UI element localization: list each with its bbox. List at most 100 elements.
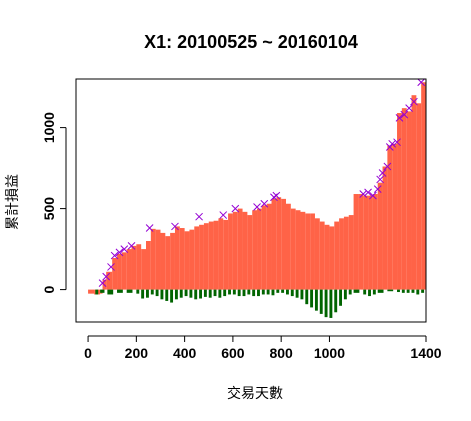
pnl-bar bbox=[117, 253, 122, 290]
pnl-bar bbox=[106, 271, 113, 290]
drawdown-bar bbox=[237, 289, 241, 297]
drawdown-bar bbox=[324, 289, 328, 318]
new-high-marker bbox=[417, 78, 426, 87]
new-high-marker bbox=[171, 222, 179, 231]
drawdown-bar bbox=[305, 289, 309, 305]
drawdown-bar bbox=[252, 289, 256, 297]
pnl-bar bbox=[276, 197, 282, 290]
drawdown-bar bbox=[160, 289, 164, 300]
pnl-bar bbox=[324, 224, 330, 290]
pnl-bar bbox=[358, 194, 364, 290]
pnl-bar bbox=[387, 145, 393, 290]
pnl-bar bbox=[343, 216, 349, 290]
drawdown-bar bbox=[146, 289, 149, 298]
pnl-bar bbox=[136, 244, 142, 290]
drawdown-bar bbox=[416, 289, 420, 295]
new-high-marker bbox=[145, 224, 154, 232]
x-axis: 0 200 400 600 800 1000 1400 bbox=[84, 335, 442, 361]
drawdown-bar bbox=[208, 289, 212, 298]
drawdown-bar bbox=[310, 289, 314, 308]
pnl-bar bbox=[203, 223, 209, 290]
plot-area bbox=[88, 78, 426, 318]
pnl-bar bbox=[189, 229, 195, 290]
drawdown-bar bbox=[271, 289, 275, 296]
new-high-marker bbox=[219, 211, 228, 219]
drawdown-bar bbox=[223, 289, 227, 297]
pnl-bar bbox=[382, 166, 388, 290]
x-tick-label: 400 bbox=[173, 345, 197, 361]
plot-frame bbox=[75, 78, 427, 323]
drawdown-bar bbox=[353, 289, 360, 293]
drawdown-bar bbox=[397, 289, 400, 293]
pnl-bar bbox=[242, 211, 248, 290]
pnl-bar bbox=[406, 111, 412, 290]
pnl-bar bbox=[368, 195, 373, 290]
drawdown-bar bbox=[339, 289, 342, 306]
pnl-bar bbox=[150, 228, 156, 290]
drawdown-bar bbox=[257, 289, 260, 297]
drawdown-bar bbox=[218, 289, 222, 298]
drawdown-bar bbox=[136, 289, 140, 294]
pnl-bar bbox=[314, 218, 320, 290]
drawdown-bar bbox=[334, 289, 338, 313]
pnl-bar bbox=[155, 229, 161, 290]
pnl-bar bbox=[348, 215, 354, 290]
drawdown-bar bbox=[117, 289, 123, 293]
new-high-marker bbox=[369, 191, 377, 200]
pnl-bar bbox=[141, 249, 146, 290]
new-high-marker bbox=[410, 97, 418, 106]
drawdown-bar bbox=[203, 289, 207, 297]
pnl-bar bbox=[184, 231, 190, 290]
pnl-bar bbox=[305, 213, 311, 290]
pnl-bar bbox=[416, 103, 422, 290]
pnl-bar bbox=[281, 198, 286, 290]
x-tick-label: 800 bbox=[269, 345, 293, 361]
pnl-bar bbox=[257, 208, 262, 290]
new-high-marker bbox=[195, 212, 203, 221]
x-tick-label: 200 bbox=[125, 345, 149, 361]
new-high-marker bbox=[400, 110, 409, 119]
drawdown-bar bbox=[126, 289, 133, 293]
drawdown-bar bbox=[165, 289, 169, 301]
y-tick-label: 0 bbox=[41, 285, 57, 293]
new-high-marker bbox=[272, 191, 281, 200]
drawdown-bar bbox=[174, 289, 178, 300]
new-high-marker bbox=[98, 279, 107, 287]
pnl-bar bbox=[228, 213, 233, 290]
x-tick-label: 0 bbox=[84, 345, 92, 361]
drawdown-bar bbox=[170, 289, 174, 303]
drawdown-bar bbox=[387, 289, 394, 292]
drawdown-bar bbox=[368, 289, 371, 297]
new-high-marker bbox=[127, 242, 136, 250]
x-axis-label: 交易天數 bbox=[227, 385, 283, 402]
drawdown-bar bbox=[281, 289, 285, 293]
new-high-marker bbox=[405, 104, 413, 113]
pnl-bar bbox=[88, 289, 95, 294]
pnl-bar bbox=[165, 236, 171, 290]
drawdown-bar bbox=[276, 289, 280, 293]
pnl-bar bbox=[377, 182, 383, 290]
drawdown-bar bbox=[247, 289, 251, 295]
pnl-bar bbox=[237, 208, 243, 290]
new-high-marker bbox=[378, 169, 387, 177]
pnl-bar bbox=[411, 95, 417, 290]
pnl-bar bbox=[179, 228, 185, 290]
pnl-bar bbox=[126, 249, 132, 290]
pnl-bar bbox=[295, 210, 301, 290]
pnl-bar bbox=[146, 241, 151, 290]
pnl-bar bbox=[401, 108, 407, 290]
pnl-bar bbox=[329, 226, 335, 290]
pnl-bar bbox=[310, 213, 315, 290]
drawdown-bar bbox=[155, 289, 159, 297]
y-tick-label: 500 bbox=[41, 197, 57, 221]
pnl-bar bbox=[334, 221, 340, 290]
drawdown-bar bbox=[290, 289, 294, 297]
pnl-bar bbox=[392, 143, 398, 290]
drawdown-bar bbox=[266, 289, 270, 295]
drawdown-bar bbox=[286, 289, 289, 295]
pnl-bar bbox=[286, 203, 291, 290]
pnl-bar bbox=[397, 113, 402, 290]
drawdown-bar bbox=[95, 289, 99, 295]
drawdown-bar bbox=[406, 289, 410, 293]
